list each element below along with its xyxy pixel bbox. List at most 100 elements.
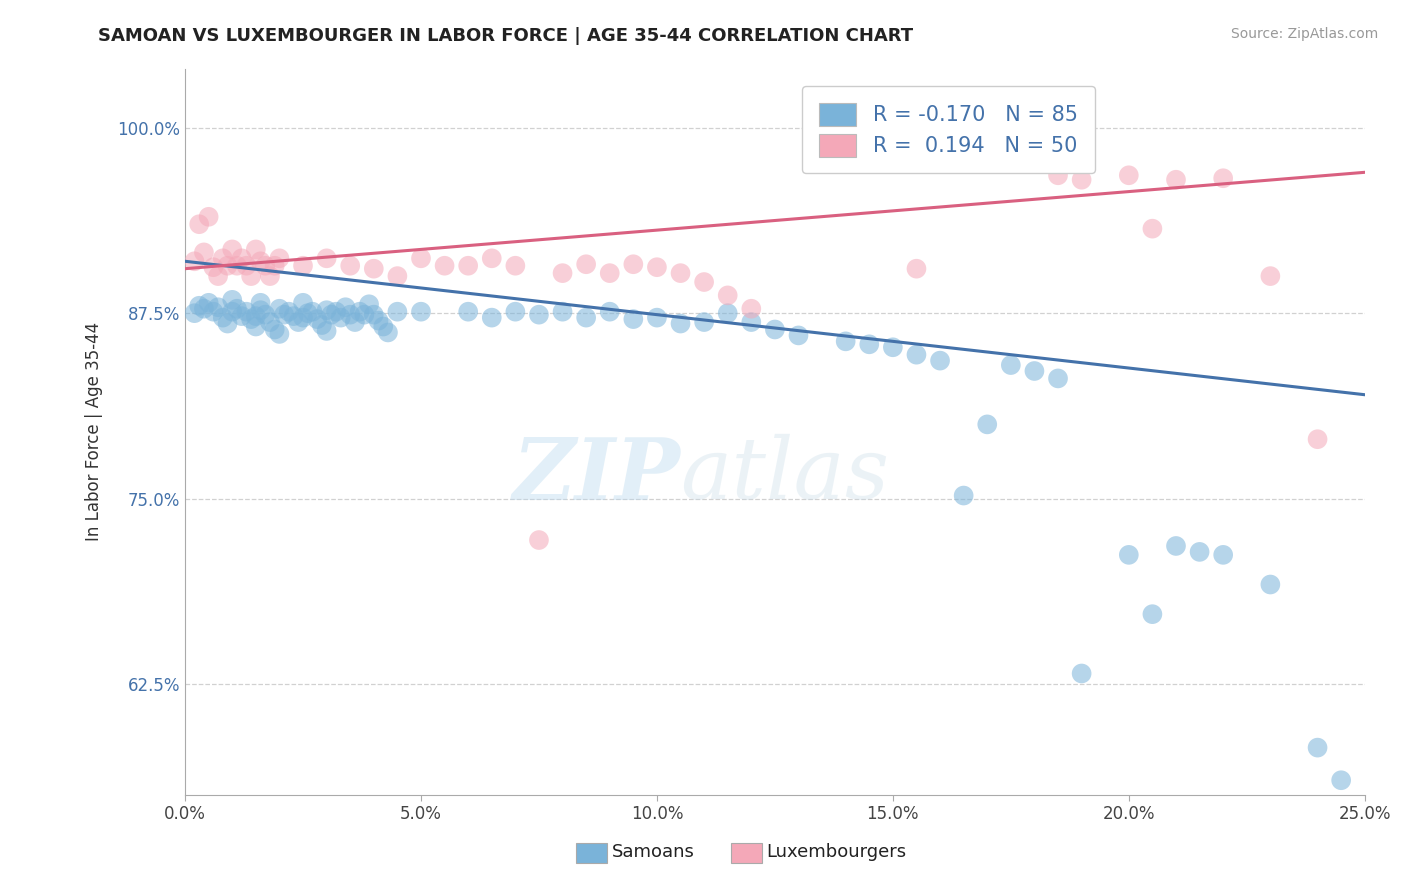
Point [183,306,205,320]
Point [1306,432,1329,446]
Point [339,259,361,273]
Point [273,308,295,322]
Point [1047,168,1070,182]
Point [315,324,337,338]
Point [433,259,456,273]
Point [202,304,225,318]
Point [231,252,253,266]
Point [202,260,225,275]
Point [409,252,432,266]
Point [307,312,329,326]
Point [1047,371,1070,385]
Point [1212,548,1234,562]
Point [858,337,880,351]
Point [259,269,281,284]
Point [269,301,291,316]
Point [231,309,253,323]
Point [292,259,315,273]
Point [188,217,211,231]
Point [551,304,574,318]
Point [1330,773,1353,788]
Point [283,309,305,323]
Point [343,315,366,329]
Text: SAMOAN VS LUXEMBOURGER IN LABOR FORCE | AGE 35-44 CORRELATION CHART: SAMOAN VS LUXEMBOURGER IN LABOR FORCE | … [98,27,914,45]
Point [387,304,409,318]
Point [254,259,277,273]
Point [740,315,762,329]
Point [297,306,319,320]
Point [254,308,277,322]
Point [321,308,343,322]
Point [481,310,503,325]
Point [197,295,219,310]
Point [269,252,291,266]
Point [335,300,357,314]
Text: Luxembourgers: Luxembourgers [766,843,907,861]
Point [359,297,381,311]
Point [287,315,309,329]
Text: atlas: atlas [681,434,890,516]
Point [1260,577,1282,591]
Point [235,259,257,273]
Point [211,310,233,325]
Point [207,300,229,314]
Point [1306,740,1329,755]
Point [1024,364,1046,378]
Point [363,308,385,322]
Point [575,310,598,325]
Point [527,533,550,547]
Point [249,254,271,268]
Point [363,261,385,276]
Point [527,308,550,322]
Point [193,245,215,260]
Point [221,243,243,257]
Point [645,310,668,325]
Point [325,304,347,318]
Point [245,309,267,323]
Point [349,304,371,318]
Point [183,254,205,268]
Point [1070,172,1092,186]
Point [240,269,263,284]
Point [240,312,263,326]
Point [367,313,389,327]
Point [197,210,219,224]
Point [292,310,315,325]
Text: Source: ZipAtlas.com: Source: ZipAtlas.com [1230,27,1378,41]
Point [277,304,299,318]
Point [457,304,479,318]
Point [1142,607,1164,622]
Y-axis label: In Labor Force | Age 35-44: In Labor Force | Age 35-44 [86,322,103,541]
Point [1188,545,1211,559]
Point [188,299,211,313]
Point [481,252,503,266]
Point [329,310,352,325]
Point [221,293,243,307]
Point [263,322,285,336]
Point [1070,666,1092,681]
Point [226,301,249,316]
Point [905,261,928,276]
Point [377,326,399,340]
Point [505,304,527,318]
Point [259,315,281,329]
Point [249,295,271,310]
Point [976,417,998,432]
Point [217,317,239,331]
Text: ZIP: ZIP [513,434,681,517]
Point [787,328,810,343]
Point [1164,172,1187,186]
Point [693,275,716,289]
Point [1000,358,1022,372]
Point [409,304,432,318]
Point [1212,171,1234,186]
Point [457,259,479,273]
Point [211,252,233,266]
Point [1118,168,1140,182]
Point [226,259,249,273]
Point [669,317,692,331]
Point [353,308,375,322]
Point [373,319,395,334]
Point [221,304,243,318]
Point [505,259,527,273]
